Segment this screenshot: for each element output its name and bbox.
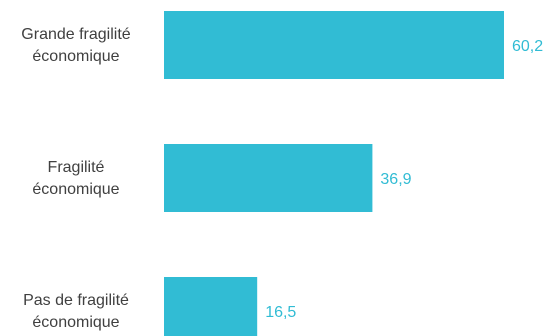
category-label-2: Pas de fragilité économique: [23, 292, 129, 331]
category-label-line: économique: [32, 314, 119, 331]
category-label-line: économique: [32, 48, 119, 65]
value-label-2: 16,5: [265, 304, 296, 321]
category-label-line: Grande fragilité: [21, 26, 130, 43]
category-label-line: Pas de fragilité: [23, 292, 129, 309]
category-label-1: Fragilité économique: [32, 159, 119, 198]
bar-0: [164, 11, 504, 79]
category-label-line: économique: [32, 181, 119, 198]
value-label-0: 60,2: [512, 38, 543, 55]
bar-1: [164, 144, 373, 212]
bar-2: [164, 277, 258, 336]
category-label-0: Grande fragilité économique: [21, 26, 130, 65]
value-label-1: 36,9: [380, 171, 411, 188]
category-label-line: Fragilité: [48, 159, 105, 176]
